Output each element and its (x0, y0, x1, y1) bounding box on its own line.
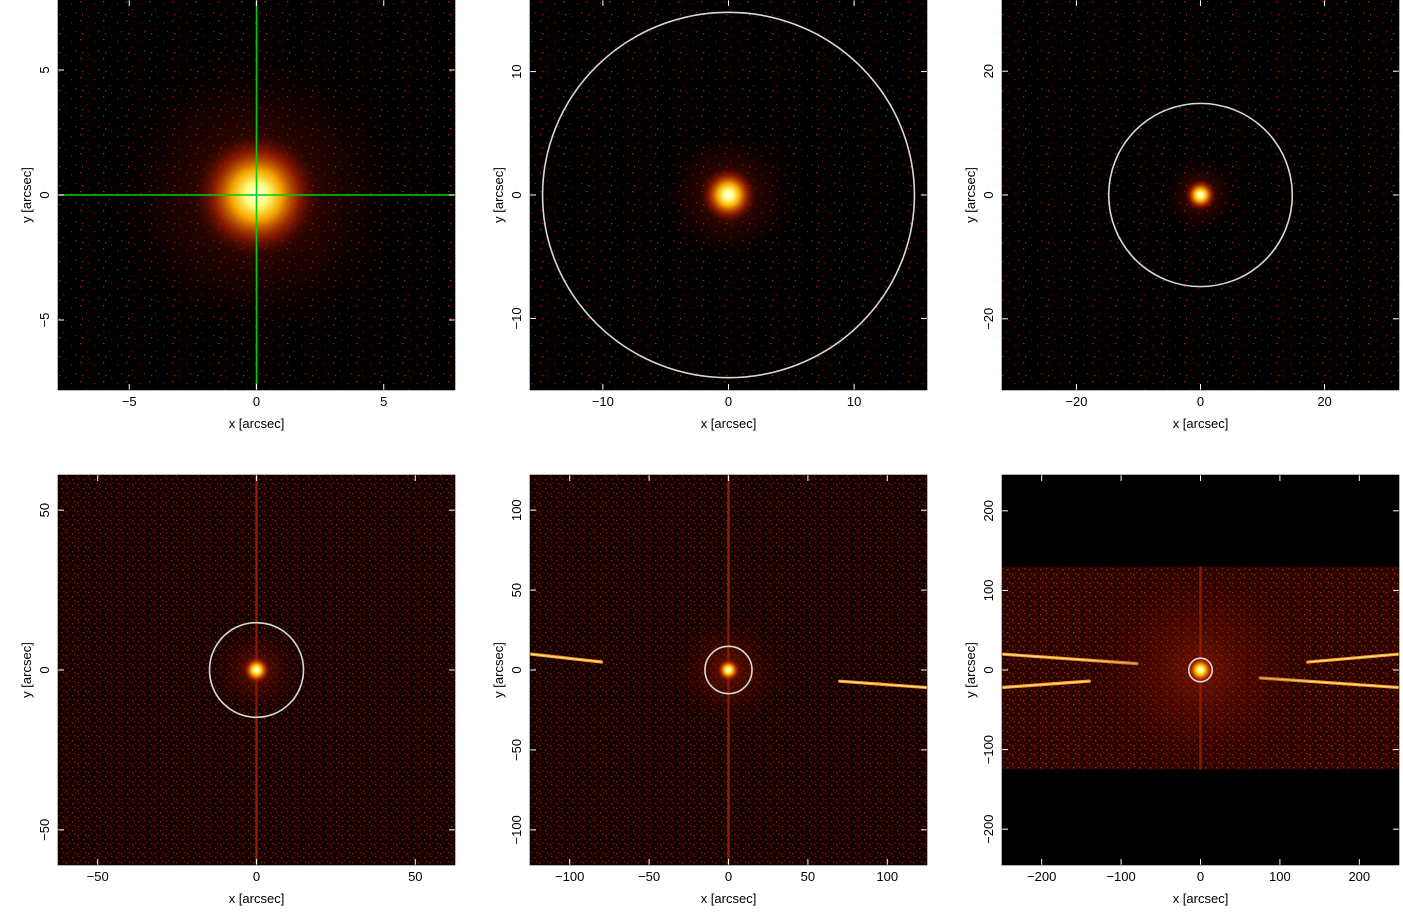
y-tick-label-3: 5 (37, 66, 52, 73)
x-axis-label: x [arcsec] (701, 416, 757, 431)
panel-1: −5 0 5 −5 0 5 x [arcsec] y [arcsec] (19, 0, 456, 431)
x-tick-label-2: 0 (253, 394, 260, 409)
x-axis-label: x [arcsec] (229, 416, 285, 431)
x-tick-label-1: −200 (1027, 869, 1056, 884)
stray-light-band-core-2 (839, 680, 927, 689)
plot-frame (1001, 474, 1400, 866)
panel-2: −10 0 10 −10 0 10 x [arcsec] y [arcsec] (491, 0, 928, 431)
x-tick-label-3: 0 (725, 869, 732, 884)
x-tick-label-4: 100 (1269, 869, 1291, 884)
image-content (1002, 550, 1399, 790)
image-content (1002, 0, 1399, 390)
panel-4: −50 0 50 −50 0 50 x [arcsec] y [arcsec] (19, 474, 456, 906)
plot-frame (57, 0, 456, 391)
x-tick-label-3: 10 (847, 394, 861, 409)
y-axis-label: y [arcsec] (963, 167, 978, 223)
x-tick-label-3: 50 (408, 869, 422, 884)
source-core (716, 658, 741, 682)
x-tick-label-3: 0 (1197, 869, 1204, 884)
extraction-region-circle (1187, 657, 1214, 683)
x-tick-label-2: 0 (253, 869, 260, 884)
source-core (1184, 179, 1217, 211)
y-tick-label-1: −50 (37, 819, 52, 841)
y-tick-label-3: 50 (37, 503, 52, 517)
y-tick-label-2: −50 (509, 739, 524, 761)
y-tick-label-2: 0 (981, 191, 996, 198)
y-tick-label-2: 0 (37, 666, 52, 673)
x-tick-label-2: −100 (1106, 869, 1135, 884)
image-content (530, 475, 927, 865)
x-tick-label-2: 0 (1197, 394, 1204, 409)
y-tick-label-1: −10 (509, 307, 524, 329)
panel-3: −20 0 20 −20 0 20 x [arcsec] y [arcsec] (963, 0, 1400, 431)
image-content (58, 475, 455, 865)
stray-light-band-core-2 (1002, 680, 1090, 689)
y-axis-label: y [arcsec] (963, 642, 978, 698)
y-tick-label-5: 200 (981, 500, 996, 522)
x-axis-label: x [arcsec] (701, 891, 757, 906)
x-tick-label-5: 200 (1348, 869, 1370, 884)
plot-frame (1001, 0, 1400, 391)
y-axis-label: y [arcsec] (491, 167, 506, 223)
panel-5: −100 −50 0 50 100 −100 −50 0 50 100 x [arcsec] y [a… (491, 474, 928, 906)
y-tick-label-3: 0 (509, 666, 524, 673)
y-tick-label-3: 20 (981, 64, 996, 78)
source-core (700, 167, 757, 223)
y-tick-label-1: −5 (37, 313, 52, 328)
x-axis-label: x [arcsec] (1173, 416, 1229, 431)
x-axis-label: x [arcsec] (1173, 891, 1229, 906)
y-axis-label: y [arcsec] (491, 642, 506, 698)
y-tick-label-3: 10 (509, 64, 524, 78)
x-tick-label-1: −10 (592, 394, 614, 409)
panel-6: −200 −100 0 100 200 −200 −100 0 100 200 x [arcsec]… (963, 474, 1400, 906)
x-axis-label: x [arcsec] (229, 891, 285, 906)
source-core (242, 656, 271, 684)
image-content (530, 0, 927, 390)
x-tick-label-5: 100 (876, 869, 898, 884)
x-tick-label-1: −5 (122, 394, 137, 409)
y-tick-label-1: −200 (981, 815, 996, 844)
y-axis-label: y [arcsec] (19, 642, 34, 698)
x-tick-label-2: 0 (725, 394, 732, 409)
x-tick-label-1: −100 (555, 869, 584, 884)
x-tick-label-3: 5 (380, 394, 387, 409)
extraction-region-circle (208, 621, 305, 719)
y-tick-label-5: 100 (509, 499, 524, 521)
y-tick-label-4: 100 (981, 580, 996, 602)
y-tick-label-2: 0 (37, 191, 52, 198)
extraction-region-circle (1107, 102, 1294, 288)
source-core (1186, 656, 1215, 684)
plot-frame (529, 0, 928, 391)
plot-frame (57, 474, 456, 866)
y-tick-label-1: −20 (981, 308, 996, 330)
stray-light-band-core-1 (530, 653, 602, 663)
y-tick-label-1: −100 (509, 815, 524, 844)
x-tick-label-1: −20 (1065, 394, 1087, 409)
stray-light-band-core-3 (1307, 653, 1399, 663)
x-tick-label-1: −50 (87, 869, 109, 884)
y-tick-label-4: 50 (509, 583, 524, 597)
x-tick-label-3: 20 (1317, 394, 1331, 409)
x-tick-label-4: 50 (801, 869, 815, 884)
y-tick-label-2: −100 (981, 735, 996, 764)
extraction-region-circle (704, 645, 753, 695)
y-tick-label-2: 0 (509, 191, 524, 198)
image-content (58, 0, 455, 390)
plot-frame (529, 474, 928, 866)
y-axis-label: y [arcsec] (19, 167, 34, 223)
extraction-region-circle (541, 11, 916, 379)
y-tick-label-3: 0 (981, 666, 996, 673)
x-tick-label-2: −50 (638, 869, 660, 884)
